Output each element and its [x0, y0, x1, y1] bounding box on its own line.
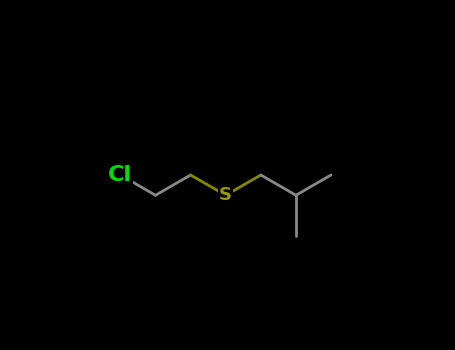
Text: Cl: Cl [108, 165, 132, 185]
Text: S: S [219, 186, 232, 204]
